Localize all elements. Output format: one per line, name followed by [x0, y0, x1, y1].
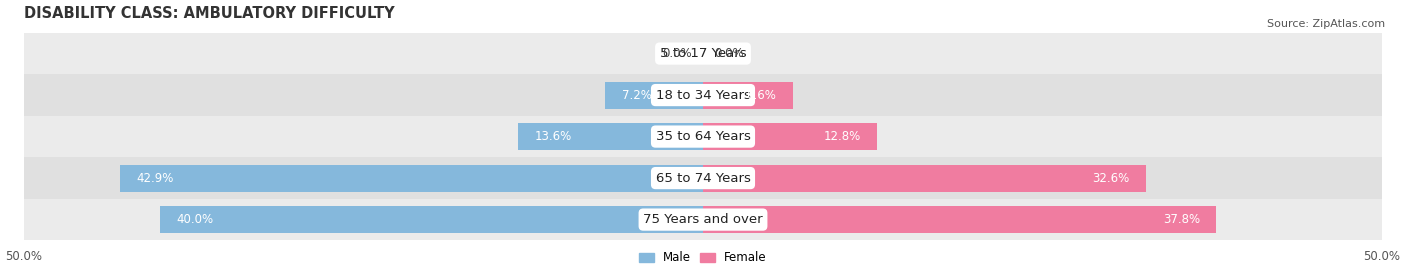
Text: 13.6%: 13.6% [534, 130, 572, 143]
Text: 35 to 64 Years: 35 to 64 Years [655, 130, 751, 143]
Text: 6.6%: 6.6% [747, 89, 776, 102]
Bar [24, 157, 1382, 199]
Text: 75 Years and over: 75 Years and over [643, 213, 763, 226]
Bar [703, 123, 877, 150]
Bar [24, 33, 1382, 74]
Text: 32.6%: 32.6% [1092, 172, 1129, 185]
Text: 12.8%: 12.8% [824, 130, 860, 143]
Text: 7.2%: 7.2% [621, 89, 651, 102]
Bar [24, 74, 1382, 116]
Bar [703, 165, 1146, 192]
Text: 0.0%: 0.0% [714, 47, 744, 60]
Legend: Male, Female: Male, Female [640, 252, 766, 264]
Text: 42.9%: 42.9% [136, 172, 174, 185]
Text: 40.0%: 40.0% [176, 213, 214, 226]
Text: Source: ZipAtlas.com: Source: ZipAtlas.com [1267, 19, 1385, 29]
Bar [703, 206, 1216, 233]
Text: 18 to 34 Years: 18 to 34 Years [655, 89, 751, 102]
Bar [703, 82, 793, 109]
Bar [160, 206, 703, 233]
Bar [605, 82, 703, 109]
Text: 0.0%: 0.0% [662, 47, 692, 60]
Bar [24, 199, 1382, 240]
Text: 5 to 17 Years: 5 to 17 Years [659, 47, 747, 60]
Bar [519, 123, 703, 150]
Text: DISABILITY CLASS: AMBULATORY DIFFICULTY: DISABILITY CLASS: AMBULATORY DIFFICULTY [24, 6, 395, 20]
Bar [121, 165, 703, 192]
Text: 65 to 74 Years: 65 to 74 Years [655, 172, 751, 185]
Text: 37.8%: 37.8% [1163, 213, 1199, 226]
Bar [24, 116, 1382, 157]
